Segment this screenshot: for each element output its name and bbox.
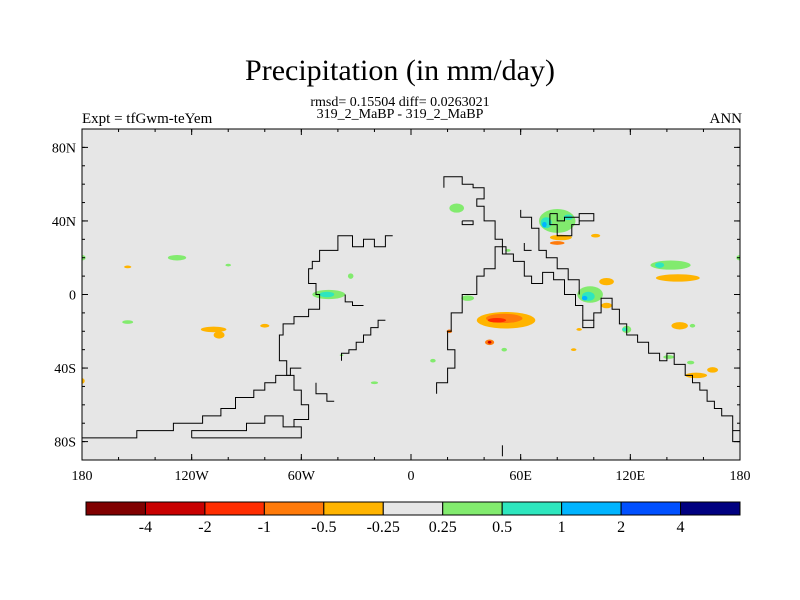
colorbar-swatch xyxy=(323,501,384,516)
anomaly-region xyxy=(124,265,132,269)
experiment-label: Expt = tfGwm-teYem xyxy=(82,111,213,127)
anomaly-region xyxy=(167,254,187,261)
x-tick-label: 180 xyxy=(730,469,751,484)
anomaly-region xyxy=(685,372,708,379)
anomaly-region xyxy=(576,328,582,331)
x-tick-label: 120E xyxy=(616,469,646,484)
coastline xyxy=(278,235,393,398)
anomaly-region xyxy=(487,340,492,344)
coastline xyxy=(341,319,386,361)
colorbar-swatch xyxy=(382,501,444,516)
anomaly-region xyxy=(122,320,134,324)
coastline xyxy=(582,320,595,329)
anomaly-region xyxy=(430,358,436,363)
anomaly-region xyxy=(599,277,614,286)
anomaly-region xyxy=(655,262,665,268)
colorbar-label: 0.5 xyxy=(492,519,512,536)
colorbar-label: -4 xyxy=(139,519,152,536)
coastline-layer xyxy=(82,176,740,457)
coastline xyxy=(315,382,335,402)
anomaly-region xyxy=(707,367,719,373)
anomaly-region xyxy=(549,241,565,245)
coastline xyxy=(549,213,595,237)
anomaly-region xyxy=(347,273,354,279)
y-tick-label: 80S xyxy=(54,436,76,451)
colorbar-label: 2 xyxy=(617,519,625,536)
anomaly-region xyxy=(461,295,475,301)
anomaly-region xyxy=(655,274,700,282)
anomaly-layer xyxy=(82,203,740,385)
colorbar-label: 4 xyxy=(677,519,685,536)
anomaly-region xyxy=(591,233,601,238)
colorbar-swatch xyxy=(85,501,146,516)
anomaly-region xyxy=(501,347,507,352)
anomaly-region xyxy=(487,317,507,323)
axis-layer: 180 120W 60W 0 60E 120E 180 80N 40N 0 40S 80S xyxy=(52,128,751,484)
anomaly-region xyxy=(581,295,588,301)
anomaly-region xyxy=(225,263,231,267)
colorbar-swatch xyxy=(204,501,265,516)
colorbar-swatch xyxy=(620,501,682,516)
x-tick-label: 60W xyxy=(288,469,316,484)
anomaly-region xyxy=(449,203,465,213)
anomaly-region xyxy=(601,302,613,309)
x-tick-label: 120W xyxy=(175,469,210,484)
x-tick-label: 60E xyxy=(509,469,532,484)
anomaly-region xyxy=(686,360,695,365)
colorbar-swatch xyxy=(680,501,741,516)
anomaly-region xyxy=(505,248,511,252)
anomaly-region xyxy=(370,381,379,385)
plot-background xyxy=(82,129,740,460)
colorbar-swatch xyxy=(263,501,325,516)
chart-title: Precipitation (in mm/day) xyxy=(245,54,555,87)
y-tick-label: 40S xyxy=(54,362,76,377)
anomaly-region xyxy=(671,322,688,330)
colorbar-swatch xyxy=(561,501,622,516)
anomaly-region xyxy=(570,348,577,352)
anomaly-region xyxy=(689,323,696,328)
colorbar: -4 -2 -1 -0.5 -0.25 0.25 0.5 1 2 4 xyxy=(85,501,741,536)
coastline xyxy=(82,367,302,439)
y-tick-label: 80N xyxy=(52,141,76,156)
coastline xyxy=(191,415,302,439)
coastline xyxy=(293,397,310,427)
colorbar-label: -1 xyxy=(258,519,271,536)
coastline xyxy=(344,294,364,306)
colorbar-label: 0.25 xyxy=(429,519,457,536)
anomaly-region xyxy=(260,323,270,328)
coastline xyxy=(523,243,532,251)
anomaly-region xyxy=(200,326,227,333)
anomaly-region xyxy=(319,291,335,298)
colorbar-swatch xyxy=(442,501,503,516)
coastline xyxy=(461,220,474,226)
colorbar-label: -0.25 xyxy=(367,519,400,536)
chart-subtitle-runs: 319_2_MaBP - 319_2_MaBP xyxy=(316,107,484,122)
colorbar-label: -2 xyxy=(198,519,211,536)
anomaly-region xyxy=(663,355,675,359)
coastline xyxy=(443,176,514,255)
y-tick-label: 0 xyxy=(69,289,76,304)
anomaly-region xyxy=(542,221,547,228)
season-label: ANN xyxy=(709,111,743,127)
chart-subtitle-stats: rmsd= 0.15504 diff= 0.0263021 xyxy=(310,95,490,110)
anomaly-region xyxy=(82,378,85,384)
y-tick-label: 40N xyxy=(52,215,76,230)
colorbar-label: -0.5 xyxy=(311,519,336,536)
x-tick-label: 180 xyxy=(72,469,93,484)
anomaly-region xyxy=(213,331,225,339)
colorbar-swatch xyxy=(501,501,563,516)
x-tick-label: 0 xyxy=(408,469,415,484)
coastline xyxy=(520,209,580,295)
colorbar-swatch xyxy=(144,501,206,516)
colorbar-label: 1 xyxy=(558,519,566,536)
